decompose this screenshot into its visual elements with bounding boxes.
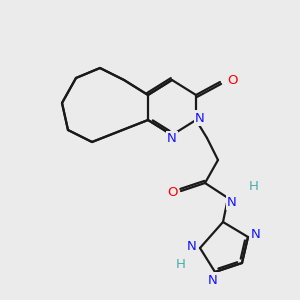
Text: N: N	[208, 274, 218, 286]
Text: N: N	[251, 229, 261, 242]
Text: O: O	[168, 187, 178, 200]
Text: N: N	[187, 239, 197, 253]
Text: N: N	[167, 133, 177, 146]
Text: H: H	[249, 181, 259, 194]
Text: N: N	[227, 196, 237, 208]
Text: H: H	[176, 257, 186, 271]
Text: O: O	[227, 74, 237, 86]
Text: N: N	[195, 112, 205, 124]
